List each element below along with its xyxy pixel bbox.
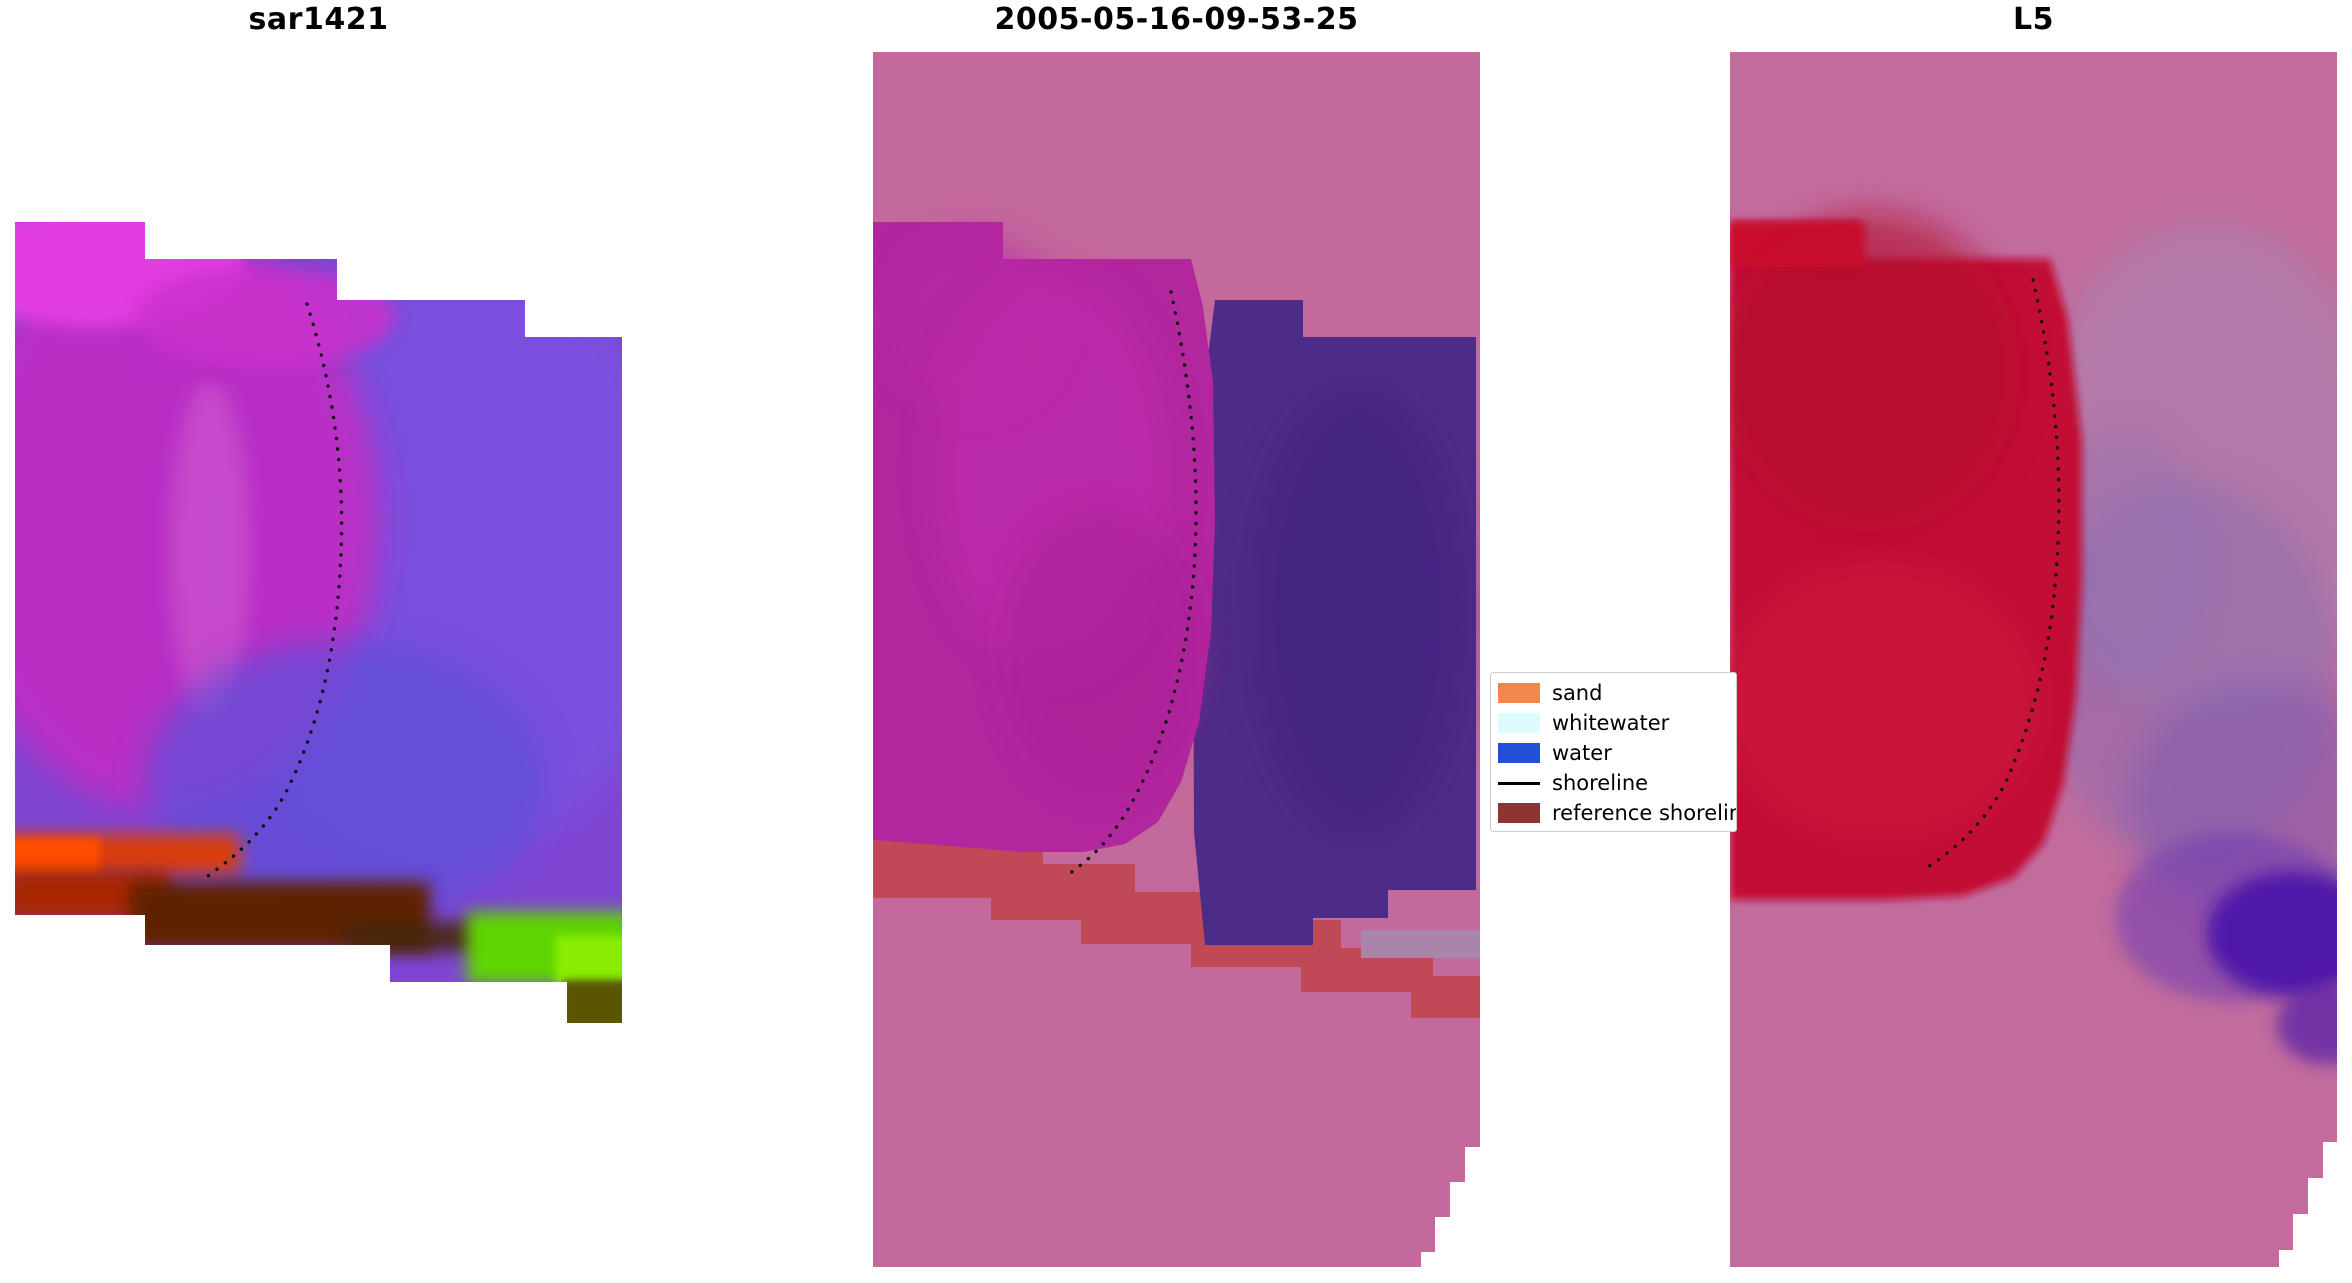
- legend-label-water: water: [1552, 741, 1612, 765]
- shoreline-line-swatch: [1498, 781, 1540, 785]
- panel-title-l5: L5: [2013, 2, 2054, 37]
- sar-dark-brown-patch: [345, 922, 480, 952]
- class-magenta-dark-patch: [1003, 512, 1203, 792]
- legend-item-sand: sand: [1491, 678, 1736, 708]
- l5-violet-blob-small: [2277, 984, 2337, 1064]
- legend: sand whitewater water shoreline referenc…: [1490, 672, 1737, 832]
- panel-title-sar1421: sar1421: [248, 2, 389, 37]
- water-swatch: [1498, 743, 1540, 763]
- sar-pink-streak: [170, 382, 250, 722]
- reference-shoreline-swatch: [1498, 803, 1540, 823]
- sar-bright-orange: [15, 838, 100, 874]
- sar-olive-block: [563, 980, 622, 1023]
- l5-crimson-dark-core: [1730, 212, 2020, 532]
- class-red-staircase-band: [873, 837, 1480, 1018]
- legend-item-water: water: [1491, 738, 1736, 768]
- legend-label-shoreline: shoreline: [1552, 771, 1649, 795]
- legend-label-whitewater: whitewater: [1552, 711, 1670, 735]
- sar1421-image: [15, 222, 622, 1023]
- legend-item-whitewater: whitewater: [1491, 708, 1736, 738]
- legend-label-reference-shoreline: reference shoreline: [1552, 801, 1737, 825]
- sar-lime-block: [555, 936, 622, 986]
- class-gray-lavender-strip: [1361, 930, 1480, 958]
- l5-red-top-block: [1730, 222, 1865, 267]
- l5-purple-patch: [2040, 427, 2210, 687]
- classified-image-2005-05-16: [873, 52, 1480, 1267]
- shoreline-dots-sar: [203, 302, 344, 880]
- l5-dark-violet-blob: [2207, 872, 2337, 996]
- class-magenta-top-patch: [883, 232, 1063, 412]
- shoreline-dots-l5: [1926, 278, 2061, 869]
- l5-raster-regions: [1730, 52, 2337, 1267]
- sar-magenta-top-band: [135, 267, 395, 367]
- panel-title-date: 2005-05-16-09-53-25: [994, 2, 1359, 37]
- legend-item-shoreline: shoreline: [1491, 768, 1736, 798]
- classified-raster-regions: [873, 52, 1480, 1267]
- whitewater-swatch: [1498, 713, 1540, 733]
- legend-label-sand: sand: [1552, 681, 1603, 705]
- sar-blue-bottom: [145, 642, 545, 922]
- legend-item-reference-shoreline: reference shoreline: [1491, 798, 1736, 828]
- l5-crimson-bright-core: [1730, 562, 2040, 842]
- class-indigo-core: [1248, 382, 1468, 842]
- sand-swatch: [1498, 683, 1540, 703]
- l5-image: [1730, 52, 2337, 1267]
- sar-raster-regions: [15, 222, 622, 1023]
